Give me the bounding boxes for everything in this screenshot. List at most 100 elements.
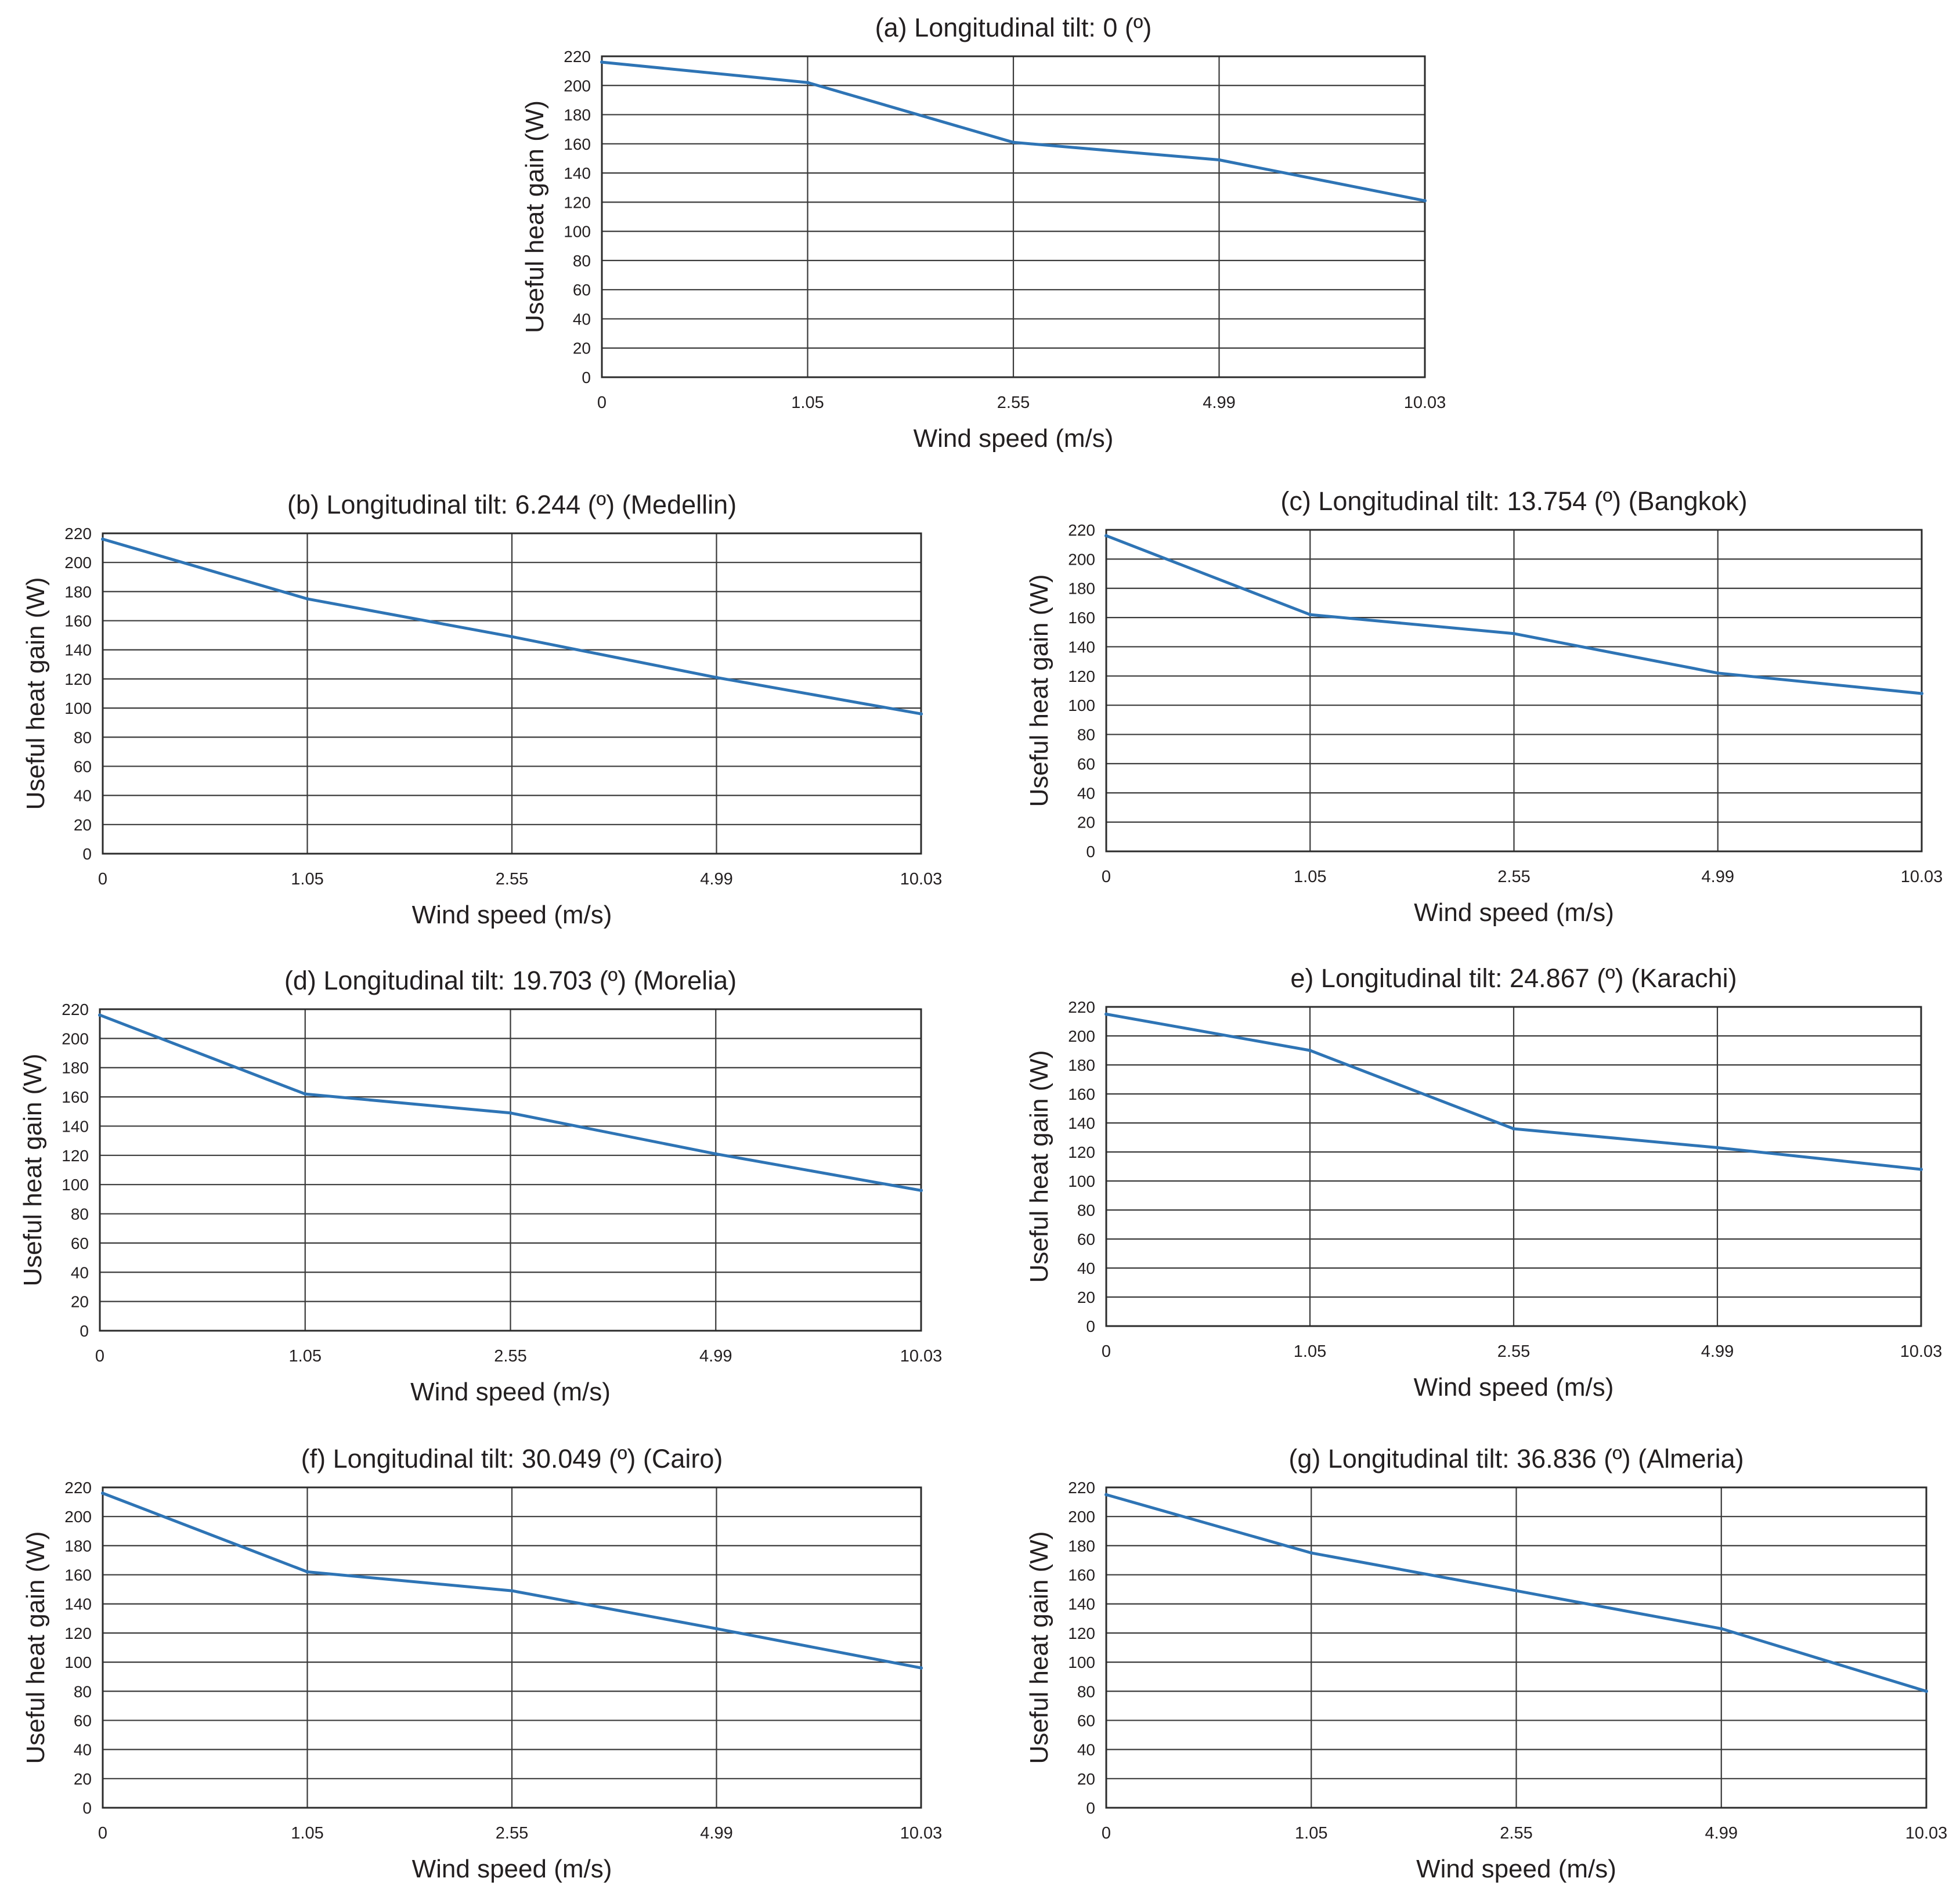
x-tick-label: 1.05 [291,1824,323,1843]
chart-title: (f) Longitudinal tilt: 30.049 (º) (Cairo… [301,1444,723,1473]
y-tick-label: 60 [1077,1711,1095,1729]
y-tick-label: 120 [62,1147,89,1165]
y-axis-title: Useful heat gain (W) [521,100,549,333]
chart-panel-d: 0 20 40 60 80 100 120 140 160 180 200 220 0 1.05 2.55 4… [19,966,942,1406]
chart-panel-f: 0 20 40 60 80 100 120 140 160 180 200 220 0 1.05 2.55 4… [21,1444,942,1883]
x-tick-label: 1.05 [1294,1342,1326,1361]
x-tick-label: 10.03 [1901,868,1943,886]
y-tick-label: 0 [80,1322,89,1340]
y-tick-label: 60 [71,1234,89,1252]
x-axis-title: Wind speed (m/s) [1416,1855,1616,1883]
x-tick-label: 0 [1102,1342,1111,1361]
x-tick-label: 4.99 [699,1347,732,1366]
y-tick-label: 180 [62,1059,89,1077]
x-tick-label: 1.05 [291,870,323,888]
y-tick-label: 100 [1068,1653,1095,1671]
y-tick-label: 100 [1068,1172,1095,1190]
chart-title: (c) Longitudinal tilt: 13.754 (º) (Bangk… [1280,486,1747,516]
x-axis-title: Wind speed (m/s) [1414,1373,1614,1402]
data-point [1308,1049,1312,1052]
chart-panel-b: 0 20 40 60 80 100 120 140 160 180 200 220 0 1.05 2.55 4… [21,490,942,929]
data-point [98,1013,102,1017]
y-tick-label: 40 [1077,784,1095,802]
y-tick-label: 60 [1077,1230,1095,1248]
y-tick-label: 200 [1068,550,1095,568]
y-tick-label: 140 [1068,1595,1095,1613]
plot-frame [1105,1486,1927,1809]
y-tick-label: 80 [1077,726,1095,744]
data-point [919,712,923,716]
y-tick-label: 100 [64,1653,92,1671]
y-axis-title: Useful heat gain (W) [21,577,50,810]
y-tick-label: 100 [62,1176,89,1194]
data-point [1716,671,1720,675]
x-tick-label: 4.99 [1203,393,1235,412]
y-tick-label: 180 [1068,1056,1095,1074]
chart-title: (b) Longitudinal tilt: 6.244 (º) (Medell… [287,490,737,519]
y-tick-label: 60 [74,1711,92,1729]
data-point [1512,1127,1515,1130]
y-tick-label: 160 [1068,1566,1095,1584]
y-axis-title: Useful heat gain (W) [1025,1531,1053,1764]
y-tick-label: 220 [1068,1479,1095,1497]
y-tick-label: 220 [1068,521,1095,539]
data-point [305,1570,309,1574]
plot-frame [99,1008,922,1332]
x-tick-label: 4.99 [1705,1824,1738,1843]
y-tick-label: 200 [1068,1508,1095,1526]
y-tick-label: 180 [1068,580,1095,598]
plot-frame [102,1486,922,1809]
y-tick-label: 80 [1077,1682,1095,1700]
data-point [1514,1589,1518,1593]
y-tick-label: 40 [74,787,92,805]
y-tick-label: 180 [1068,1537,1095,1555]
y-tick-label: 80 [74,1682,92,1700]
x-tick-label: 10.03 [900,1824,943,1843]
y-tick-label: 220 [64,525,92,543]
y-tick-label: 120 [564,193,591,211]
x-axis-title: Wind speed (m/s) [412,1855,612,1883]
y-tick-label: 20 [74,816,92,834]
x-tick-label: 4.99 [1702,868,1734,886]
x-tick-label: 2.55 [997,393,1030,412]
plot-frame [1105,1006,1922,1327]
data-point [1308,613,1312,617]
data-point [510,1589,514,1593]
y-tick-label: 60 [1077,755,1095,773]
data-point [1919,1168,1923,1171]
y-tick-label: 40 [1077,1741,1095,1759]
x-tick-label: 10.03 [1900,1342,1943,1361]
y-tick-label: 140 [64,641,92,659]
chart-panel-a: 0 20 40 60 80 100 120 140 160 180 200 220 0 1.05 2.55 4… [521,13,1446,453]
data-point [1104,534,1108,538]
data-point [1423,198,1427,203]
x-tick-label: 1.05 [1294,868,1326,886]
plot-frame [601,55,1426,378]
chart-panel-e: 0 20 40 60 80 100 120 140 160 180 200 220 0 1.05 2.55 4… [1025,963,1942,1402]
x-tick-label: 0 [597,393,607,412]
data-point [919,1666,923,1670]
x-tick-label: 10.03 [1905,1824,1948,1843]
y-tick-label: 220 [564,48,591,66]
chart-panel-g: 0 20 40 60 80 100 120 140 160 180 200 220 0 1.05 2.55 4… [1025,1444,1947,1883]
y-tick-label: 0 [1086,843,1095,861]
x-tick-label: 2.55 [496,1824,528,1843]
data-point [303,1092,307,1096]
x-tick-label: 2.55 [494,1347,526,1366]
x-tick-label: 1.05 [1295,1824,1327,1843]
y-axis-title: Useful heat gain (W) [1025,574,1053,807]
y-axis-title: Useful heat gain (W) [19,1053,47,1286]
y-tick-label: 0 [582,369,591,387]
x-tick-label: 4.99 [700,1824,732,1843]
chart-title: e) Longitudinal tilt: 24.867 (º) (Karach… [1290,963,1737,993]
x-tick-label: 10.03 [900,1347,943,1366]
y-tick-label: 140 [1068,638,1095,656]
y-tick-label: 200 [564,77,591,95]
y-tick-label: 0 [1086,1317,1095,1335]
data-point [1716,1146,1719,1150]
x-tick-label: 2.55 [1500,1824,1532,1843]
y-tick-label: 40 [71,1263,89,1281]
x-tick-label: 1.05 [791,393,824,412]
x-tick-label: 0 [98,870,107,888]
